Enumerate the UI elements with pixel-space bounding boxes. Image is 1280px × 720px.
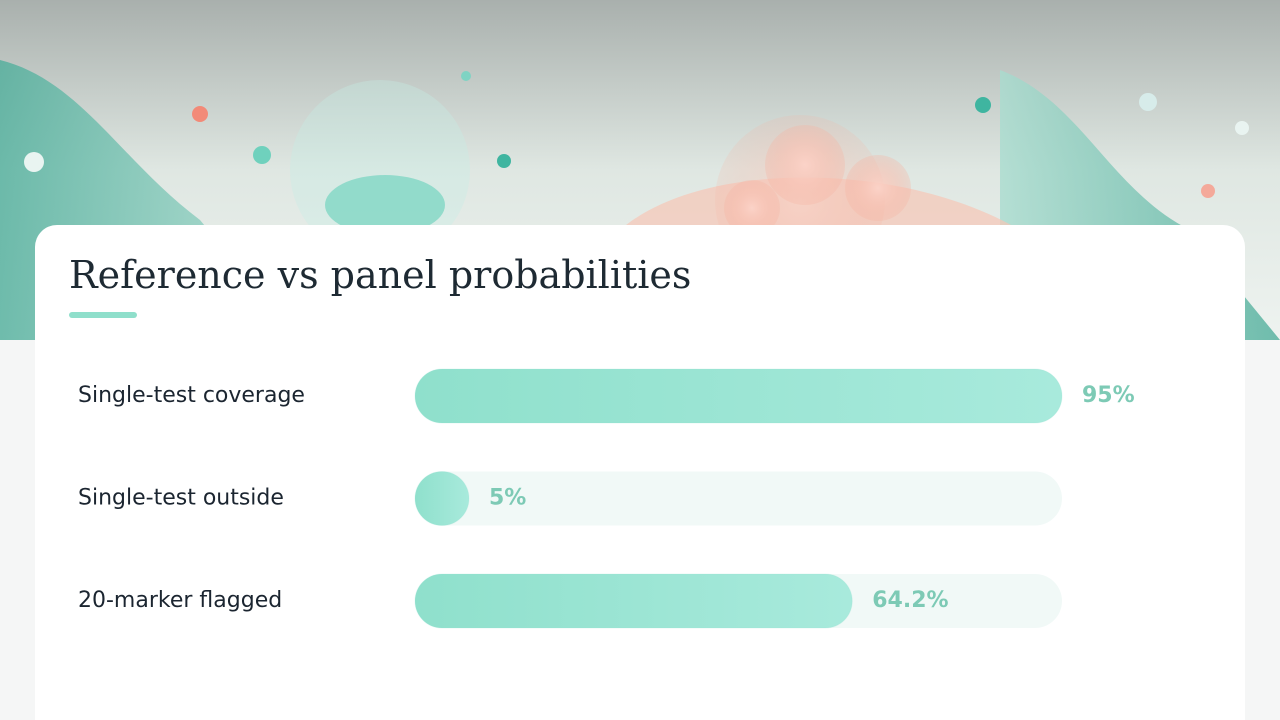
bar (414, 471, 470, 526)
value-label: 64.2% (872, 588, 948, 613)
category-label: Single-test coverage (78, 383, 305, 408)
title-underline (69, 312, 137, 318)
value-label: 95% (1082, 383, 1135, 408)
chart-title: Reference vs panel probabilities (69, 253, 691, 297)
value-label: 5% (489, 486, 526, 511)
bar (414, 573, 853, 629)
bar (414, 368, 1063, 424)
bar-track (415, 471, 1062, 526)
category-label: 20-marker flagged (78, 588, 282, 613)
bar-rows: Single-test coverage 95% Single-test outsi… (78, 368, 1135, 629)
category-label: Single-test outside (78, 486, 284, 511)
